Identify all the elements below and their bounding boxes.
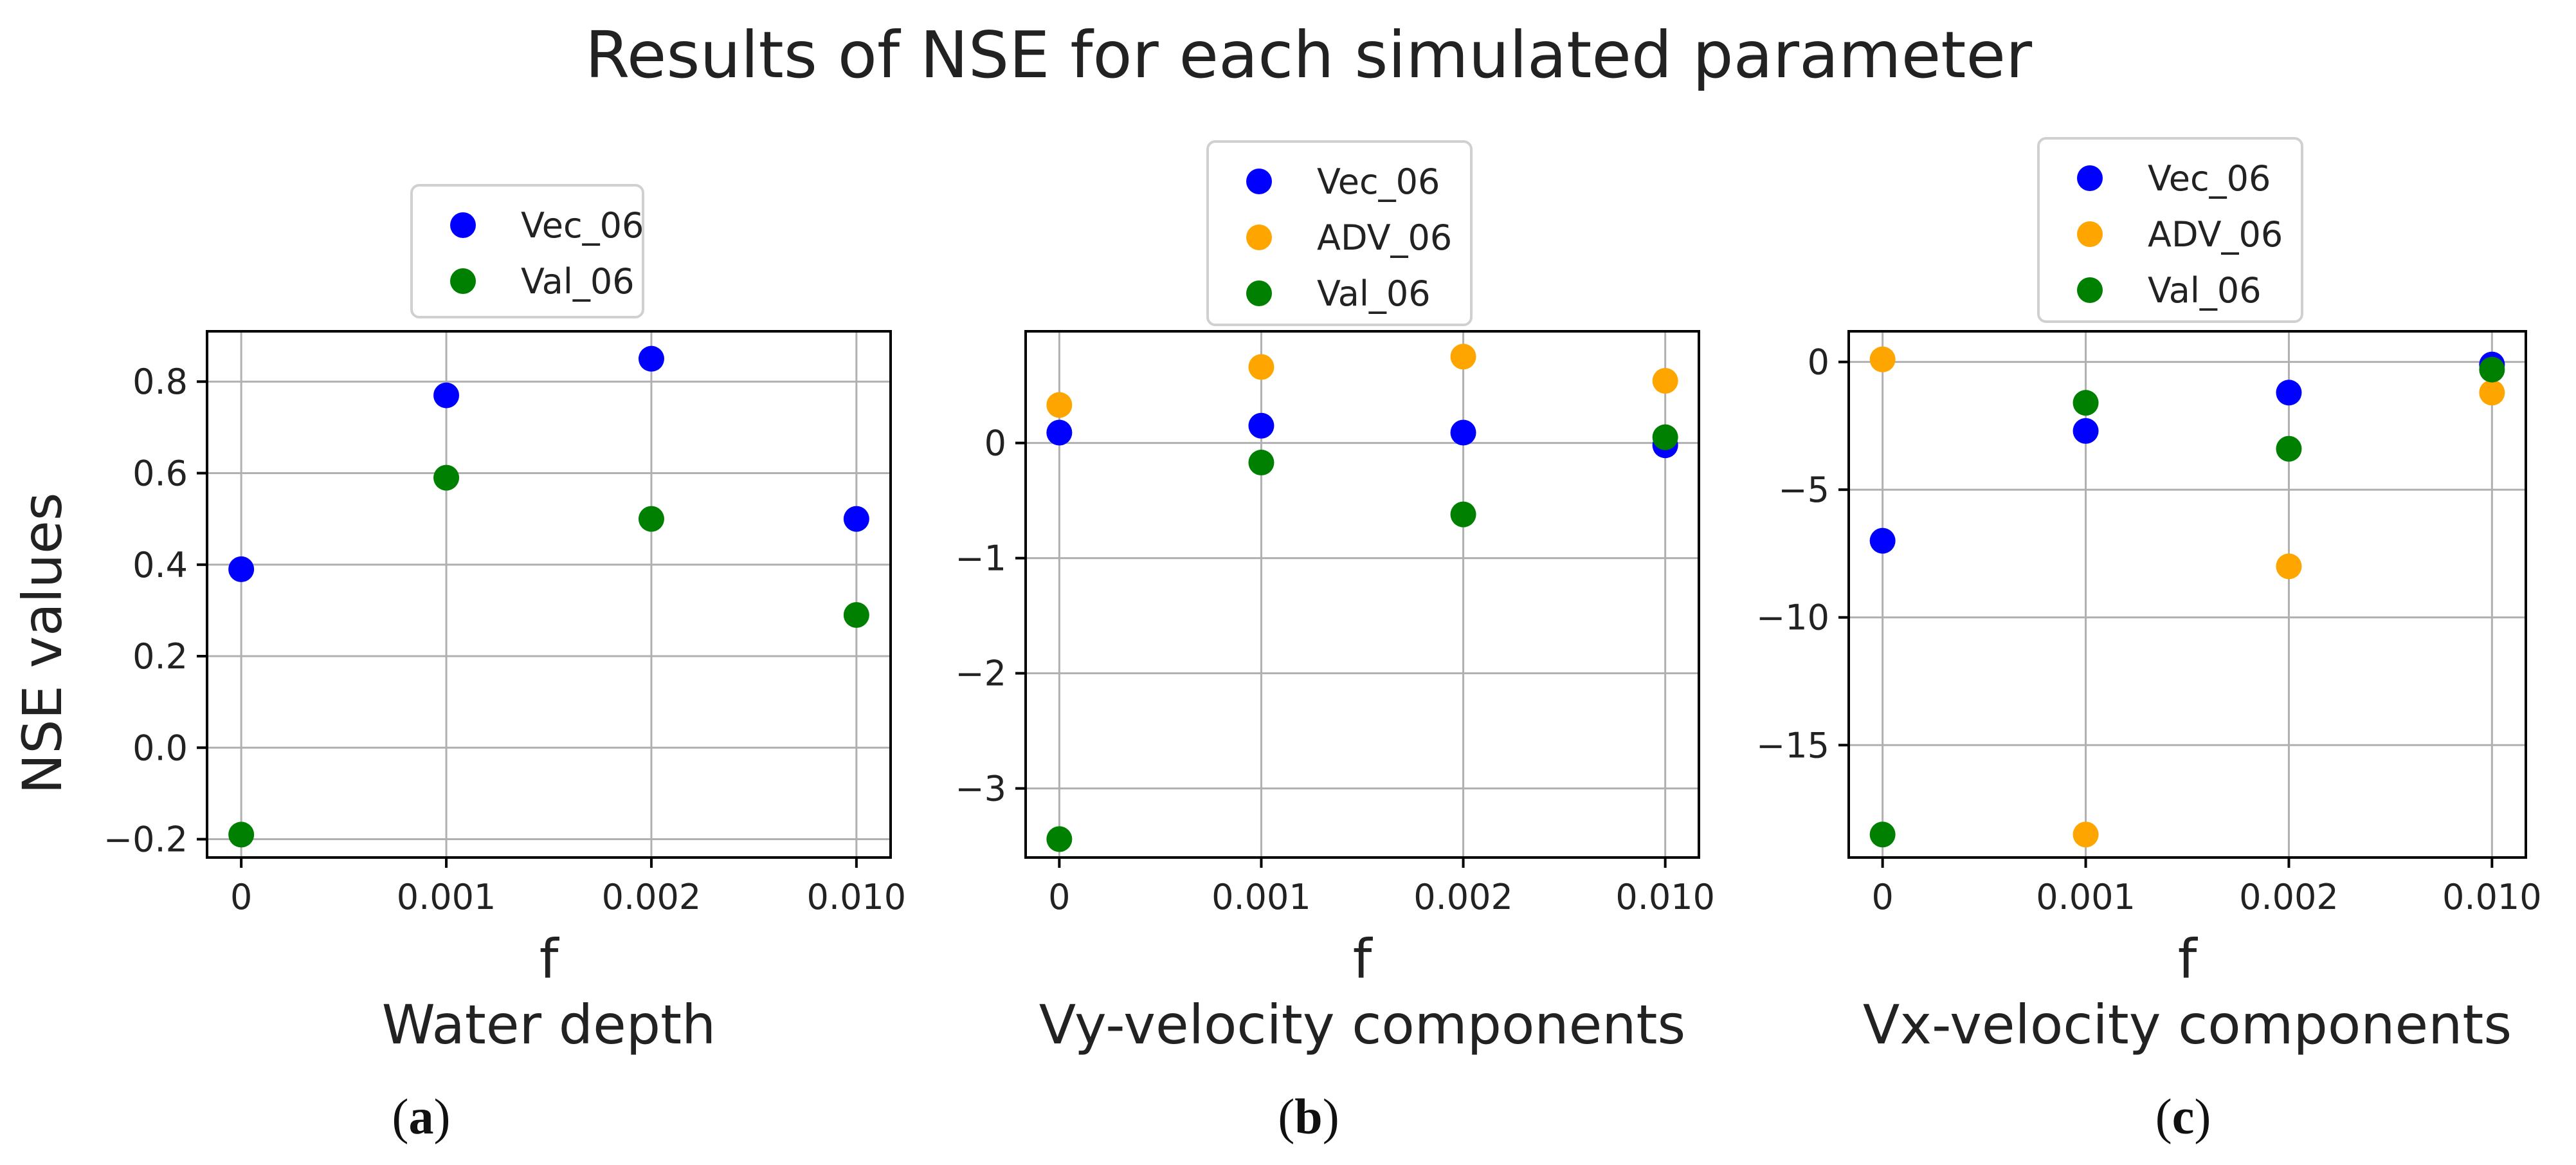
x-tick-label: 0: [1048, 877, 1070, 917]
x-axis-label: f: [1353, 928, 1374, 991]
x-tick-label: 0: [230, 877, 252, 917]
legend-box: [2037, 137, 2303, 323]
x-tick-label: 0.002: [2239, 877, 2339, 917]
legend-marker: [1246, 225, 1272, 250]
y-tick-label: −15: [1756, 725, 1829, 766]
x-tick-label: 0.001: [1211, 877, 1311, 917]
figure-title: Results of NSE for each simulated parame…: [585, 17, 2033, 93]
y-tick-label: −5: [1778, 470, 1829, 510]
data-point-vec-06: [1046, 419, 1073, 446]
y-tick-label: −10: [1756, 598, 1829, 638]
data-point-vec-06: [2073, 417, 2099, 444]
y-tick-label: 0.4: [132, 545, 188, 585]
data-point-adv-06: [2276, 553, 2302, 580]
axes-frame: [1024, 330, 1700, 859]
data-point-adv-06: [1869, 346, 1896, 372]
legend-marker: [450, 212, 476, 238]
x-axis-subtitle: Vx-velocity components: [1863, 993, 2512, 1056]
data-point-vec-06: [638, 345, 664, 372]
x-tick-label: 0.010: [2442, 877, 2542, 917]
data-point-vec-06: [1248, 412, 1274, 439]
legend-marker: [2077, 221, 2103, 247]
y-tick-label: 0.0: [132, 728, 188, 768]
panels: 0 0.001 0.002 0.010−0.20.00.20.40.60.8fWate…: [104, 137, 2542, 1144]
panel-caption: (c): [2155, 1088, 2211, 1144]
legend-box: [1206, 140, 1473, 326]
legend-marker: [2077, 165, 2103, 191]
data-point-val-06: [1652, 424, 1678, 450]
data-point-vec-06: [843, 506, 869, 532]
panel-caption: (a): [392, 1088, 451, 1144]
data-point-adv-06: [1248, 354, 1274, 380]
legend-label: Val_06: [521, 261, 635, 302]
x-tick-label: 0.010: [807, 877, 907, 917]
panel-caption: (b): [1278, 1088, 1339, 1144]
data-point-vec-06: [2276, 380, 2302, 406]
x-tick-label: 0: [1871, 877, 1893, 917]
y-tick-label: 0.8: [132, 362, 188, 402]
legend: Vec_06 ADV_06 Val_06: [1206, 140, 1473, 326]
data-point-val-06: [2276, 436, 2302, 462]
data-point-vec-06: [433, 382, 460, 408]
legend-label: Vec_06: [1317, 161, 1440, 202]
data-point-val-06: [2479, 356, 2505, 383]
chart-panel-a: 0 0.001 0.002 0.010 −0.2 0.0 0.2 0.4 0.6 0.8 fWate…: [104, 184, 907, 1144]
legend-marker: [2077, 277, 2103, 303]
legend-marker: [1246, 169, 1272, 194]
legend-label: Val_06: [2148, 270, 2262, 311]
data-point-adv-06: [2073, 821, 2099, 848]
data-point-val-06: [2073, 390, 2099, 416]
y-tick-label: 0: [984, 423, 1006, 464]
y-tick-label: 0.6: [132, 454, 188, 494]
data-point-val-06: [228, 821, 255, 848]
data-point-adv-06: [1450, 344, 1476, 370]
legend: Vec_06 Val_06: [410, 184, 644, 318]
data-point-val-06: [1046, 826, 1073, 852]
data-point-vec-06: [1869, 527, 1896, 554]
y-tick-label: −1: [955, 538, 1006, 579]
legend-marker: [1246, 280, 1272, 306]
y-tick-label: 0: [1808, 342, 1829, 383]
data-point-val-06: [433, 464, 460, 491]
x-tick-label: 0.002: [602, 877, 702, 917]
x-tick-label: 0.001: [397, 877, 496, 917]
data-point-val-06: [843, 602, 869, 628]
axes-frame: [1847, 330, 2527, 859]
x-axis-subtitle: Vy-velocity components: [1039, 993, 1685, 1056]
chart-panel-b: 0 0.001 0.002 0.010 −3 −2 −1 0 fVy-velocity comp…: [955, 140, 1715, 1144]
axes-frame: [206, 330, 892, 859]
x-tick-label: 0.001: [2036, 877, 2136, 917]
x-axis-label: f: [2178, 928, 2199, 991]
legend-label: Val_06: [1317, 273, 1431, 314]
legend: Vec_06 ADV_06 Val_06: [2037, 137, 2303, 323]
data-point-val-06: [1248, 450, 1274, 476]
y-tick-label: −3: [955, 769, 1006, 809]
data-point-val-06: [638, 506, 664, 532]
y-tick-label: −0.2: [104, 820, 188, 860]
legend-label: ADV_06: [2148, 214, 2283, 255]
y-tick-label: −2: [955, 654, 1006, 694]
data-point-adv-06: [1046, 392, 1073, 418]
x-axis-subtitle: Water depth: [382, 993, 716, 1056]
legend-label: ADV_06: [1317, 217, 1452, 258]
data-point-val-06: [1869, 821, 1896, 848]
chart-panel-c: 0 0.001 0.002 0.010 −15 −10 −5 0 fVx-velocity co…: [1756, 137, 2542, 1144]
legend-marker: [450, 268, 476, 294]
data-point-adv-06: [2479, 380, 2505, 406]
x-tick-label: 0.010: [1615, 877, 1715, 917]
data-point-val-06: [1450, 501, 1476, 527]
x-tick-label: 0.002: [1413, 877, 1513, 917]
x-axis-label: f: [540, 928, 560, 991]
y-tick-label: 0.2: [132, 636, 188, 677]
y-axis-label: NSE values: [11, 492, 74, 794]
data-point-adv-06: [1652, 367, 1678, 394]
data-point-vec-06: [228, 556, 255, 582]
legend-label: Vec_06: [2148, 158, 2271, 199]
data-point-vec-06: [1450, 419, 1476, 446]
legend-label: Vec_06: [521, 205, 644, 246]
